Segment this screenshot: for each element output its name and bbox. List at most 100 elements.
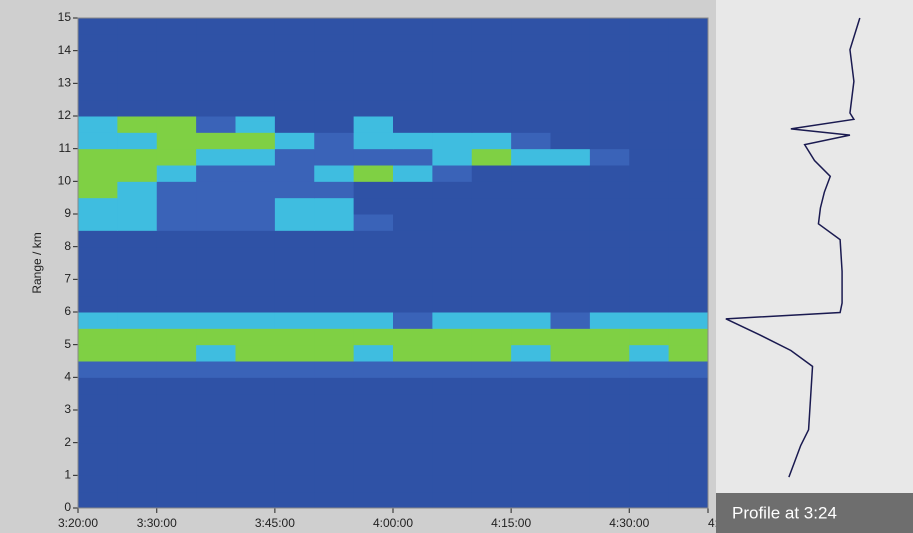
heat-cell	[550, 197, 591, 215]
heat-cell	[314, 148, 355, 166]
heat-cell	[196, 83, 236, 101]
heat-cell	[274, 312, 315, 329]
heat-cell	[196, 18, 236, 35]
heat-cell	[668, 410, 709, 427]
heat-cell	[511, 361, 551, 378]
heat-cell	[550, 263, 591, 280]
heat-cell	[589, 116, 630, 133]
heat-cell	[235, 18, 276, 35]
heat-cell	[235, 459, 276, 476]
heat-cell	[274, 377, 315, 395]
heat-cell	[314, 475, 355, 493]
heat-cell	[235, 377, 276, 395]
heat-cell	[353, 279, 394, 297]
heat-cell	[196, 393, 236, 411]
heat-cell	[117, 475, 158, 493]
heat-cell	[196, 263, 236, 280]
heat-cell	[274, 99, 315, 117]
heat-cell	[589, 344, 630, 362]
heat-cell	[353, 83, 394, 101]
heat-cell	[589, 18, 630, 35]
heat-cell	[471, 344, 512, 362]
heat-cell	[274, 83, 315, 101]
heat-cell	[668, 312, 709, 329]
heat-cell	[156, 230, 197, 248]
y-tick-label: 5	[64, 337, 71, 351]
heat-cell	[511, 442, 551, 460]
heat-cell	[353, 263, 394, 280]
heat-cell	[353, 50, 394, 68]
heat-cell	[471, 377, 512, 395]
heat-cell	[668, 344, 709, 362]
heat-cell	[668, 132, 709, 150]
profile-label-box	[716, 493, 913, 533]
heat-cell	[314, 181, 355, 199]
heat-cell	[156, 410, 197, 427]
heat-cell	[432, 410, 473, 427]
heat-cell	[668, 361, 709, 378]
heat-cell	[117, 426, 158, 444]
heat-cell	[432, 132, 473, 150]
heat-cell	[353, 393, 394, 411]
heat-cell	[274, 246, 315, 264]
heat-cell	[78, 279, 118, 297]
heat-cell	[629, 295, 670, 313]
heat-cell	[78, 361, 118, 378]
heat-cell	[668, 50, 709, 68]
heat-cell	[550, 181, 591, 199]
heat-cell	[235, 263, 276, 280]
heat-cell	[432, 50, 473, 68]
heat-cell	[668, 67, 709, 84]
heat-cell	[432, 377, 473, 395]
heat-cell	[353, 442, 394, 460]
heat-cell	[353, 426, 394, 444]
heat-cell	[550, 426, 591, 444]
heat-cell	[629, 50, 670, 68]
heat-cell	[274, 295, 315, 313]
heat-cell	[314, 165, 355, 182]
heat-cell	[589, 83, 630, 101]
heat-cell	[314, 246, 355, 264]
heat-cell	[235, 230, 276, 248]
heat-cell	[668, 475, 709, 493]
heat-cell	[550, 410, 591, 427]
heat-cell	[156, 132, 197, 150]
heat-cell	[471, 312, 512, 329]
heat-cell	[156, 50, 197, 68]
heat-cell	[589, 426, 630, 444]
heat-cell	[629, 442, 670, 460]
heat-cell	[668, 34, 709, 52]
heat-cell	[156, 491, 197, 509]
x-tick-label: 3:20:00	[58, 516, 98, 530]
heat-cell	[314, 328, 355, 346]
x-tick-label: 3:30:00	[137, 516, 177, 530]
y-tick-label: 12	[58, 108, 72, 122]
heat-cell	[274, 459, 315, 476]
heat-cell	[393, 344, 433, 362]
heat-cell	[511, 18, 551, 35]
heat-cell	[550, 148, 591, 166]
heat-cell	[235, 99, 276, 117]
heat-cell	[78, 132, 118, 150]
heat-cell	[196, 312, 236, 329]
heat-cell	[353, 361, 394, 378]
heat-cell	[589, 410, 630, 427]
heat-cell	[117, 344, 158, 362]
heat-cell	[550, 328, 591, 346]
heat-cell	[353, 459, 394, 476]
heat-cell	[393, 361, 433, 378]
heat-cell	[668, 295, 709, 313]
heat-cell	[314, 312, 355, 329]
heat-cell	[629, 230, 670, 248]
heat-cell	[196, 295, 236, 313]
heat-cell	[274, 393, 315, 411]
heat-cell	[511, 67, 551, 84]
heat-cell	[196, 197, 236, 215]
heat-cell	[393, 442, 433, 460]
heat-cell	[156, 246, 197, 264]
heat-cell	[156, 34, 197, 52]
heat-cell	[432, 312, 473, 329]
heat-cell	[353, 328, 394, 346]
heat-cell	[589, 393, 630, 411]
